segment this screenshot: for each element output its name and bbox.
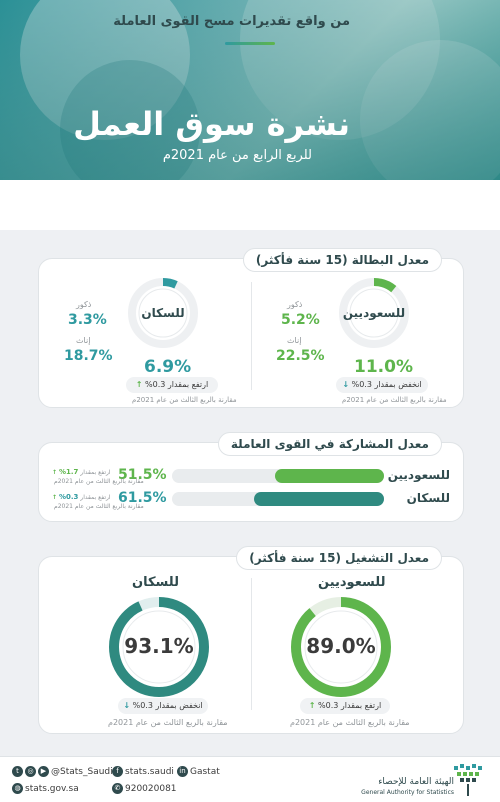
org-name-arabic: الهيئة العامة للإحصاء [378,777,454,787]
gastat-logo [454,764,482,796]
saudi-unemployment-ring: للسعوديين [337,276,411,350]
intro-underline [225,42,275,45]
ring-arc [109,597,209,697]
saudi-employment-ring [290,596,392,698]
linkedin-icon: in [177,766,188,777]
facebook-icon: f [112,766,123,777]
population-unemployment-ring: للسكان [126,276,200,350]
globe-icon: ◍ [12,783,23,794]
footer-linkedin[interactable]: in Gastat [177,766,220,777]
comparison-note: مقارنة بالربع الثالث من عام 2021م [54,478,144,485]
female-value: 22.5% [276,348,325,364]
female-value: 18.7% [64,348,113,364]
employment-label-saudis: للسعوديين [318,575,386,590]
bar-fill [274,469,384,483]
participation-value-saudis: 51.5% [118,467,167,483]
comparison-note: مقارنة بالربع الثالث من عام 2021م [54,503,144,510]
participation-title: معدل المشاركة في القوى العاملة [217,432,442,456]
ring-label: للسكان [141,306,185,320]
population-employment-ring [108,596,210,698]
saudi-unemployment-value: 11.0% [354,357,413,377]
employment-title: معدل التشغيل (15 سنة فأكثر) [236,546,442,570]
instagram-icon: ◎ [25,766,36,777]
ring-arc [339,278,409,348]
arrow-up-icon: ↑ [52,494,58,501]
arrow-up-icon: ↑ [135,380,143,389]
card-divider [251,578,252,710]
participation-bar-saudis [172,469,384,483]
arrow-up-icon: ↑ [52,469,58,476]
participation-value-population: 61.5% [118,490,167,506]
twitter-icon: t [12,766,23,777]
row-label-population: للسكان [406,491,450,505]
ring-chart [109,597,209,697]
ring-arc [291,597,391,697]
page-subtitle: للربع الرابع من عام 2021م [162,148,312,163]
page-title: نشرة سوق العمل [73,105,350,143]
arrow-down-icon: ↓ [342,380,350,389]
footer-phone[interactable]: ✆ 920020081 [112,783,177,794]
change-badge: انخفض بمقدار 0.3% ↓ [336,377,428,393]
population-unemployment-value: 6.9% [144,357,192,377]
change-note: ارتفع بمقدار 0.3% ↑ [52,493,111,501]
hero-banner [0,0,500,180]
intro-band [0,180,500,230]
female-label: إناث [287,336,302,345]
ring-chart [291,597,391,697]
comparison-note: مقارنة بالربع الثالث من عام 2021م [342,396,447,404]
ring-arc [128,278,198,348]
comparison-note: مقارنة بالربع الثالث من عام 2021م [132,396,237,404]
male-value: 5.2% [281,312,320,328]
footer-website[interactable]: ◍ stats.gov.sa [12,783,79,794]
org-name-english: General Authority for Statistics [361,789,454,796]
ring-label: للسعوديين [342,306,406,320]
comparison-note: مقارنة بالربع الثالث من عام 2021م [290,718,410,727]
saudi-employment-value: 89.0% [306,634,376,658]
population-employment-value: 93.1% [124,634,194,658]
employment-label-population: للسكان [132,575,179,590]
unemployment-title: معدل البطالة (15 سنة فأكثر) [242,248,442,272]
phone-icon: ✆ [112,783,123,794]
change-badge: ارتفع بمقدار 0.3% ↑ [126,377,218,393]
arrow-up-icon: ↑ [308,701,316,710]
female-label: إناث [76,336,91,345]
bar-fill [253,492,384,506]
ring-chart [339,278,409,348]
card-divider [251,282,252,390]
comparison-note: مقارنة بالربع الثالث من عام 2021م [108,718,228,727]
participation-bar-population [172,492,384,506]
male-value: 3.3% [68,312,107,328]
male-label: ذكور [76,300,92,309]
footer-facebook[interactable]: f stats.saudi [112,766,174,777]
ring-chart [128,278,198,348]
change-note: ارتفع بمقدار 1.7% ↑ [52,468,111,476]
male-label: ذكور [287,300,303,309]
arrow-down-icon: ↓ [123,701,131,710]
footer [0,756,500,802]
youtube-icon: ▶ [38,766,49,777]
intro-text: من واقع تقديرات مسح القوى العاملة [113,14,350,29]
row-label-saudis: للسعوديين [387,468,450,482]
change-badge: ارتفع بمقدار 0.3% ↑ [300,698,390,714]
change-badge: انخفض بمقدار 0.3% ↓ [118,698,208,714]
footer-twitter[interactable]: t ◎ ▶ @Stats_Saudi [12,766,113,777]
